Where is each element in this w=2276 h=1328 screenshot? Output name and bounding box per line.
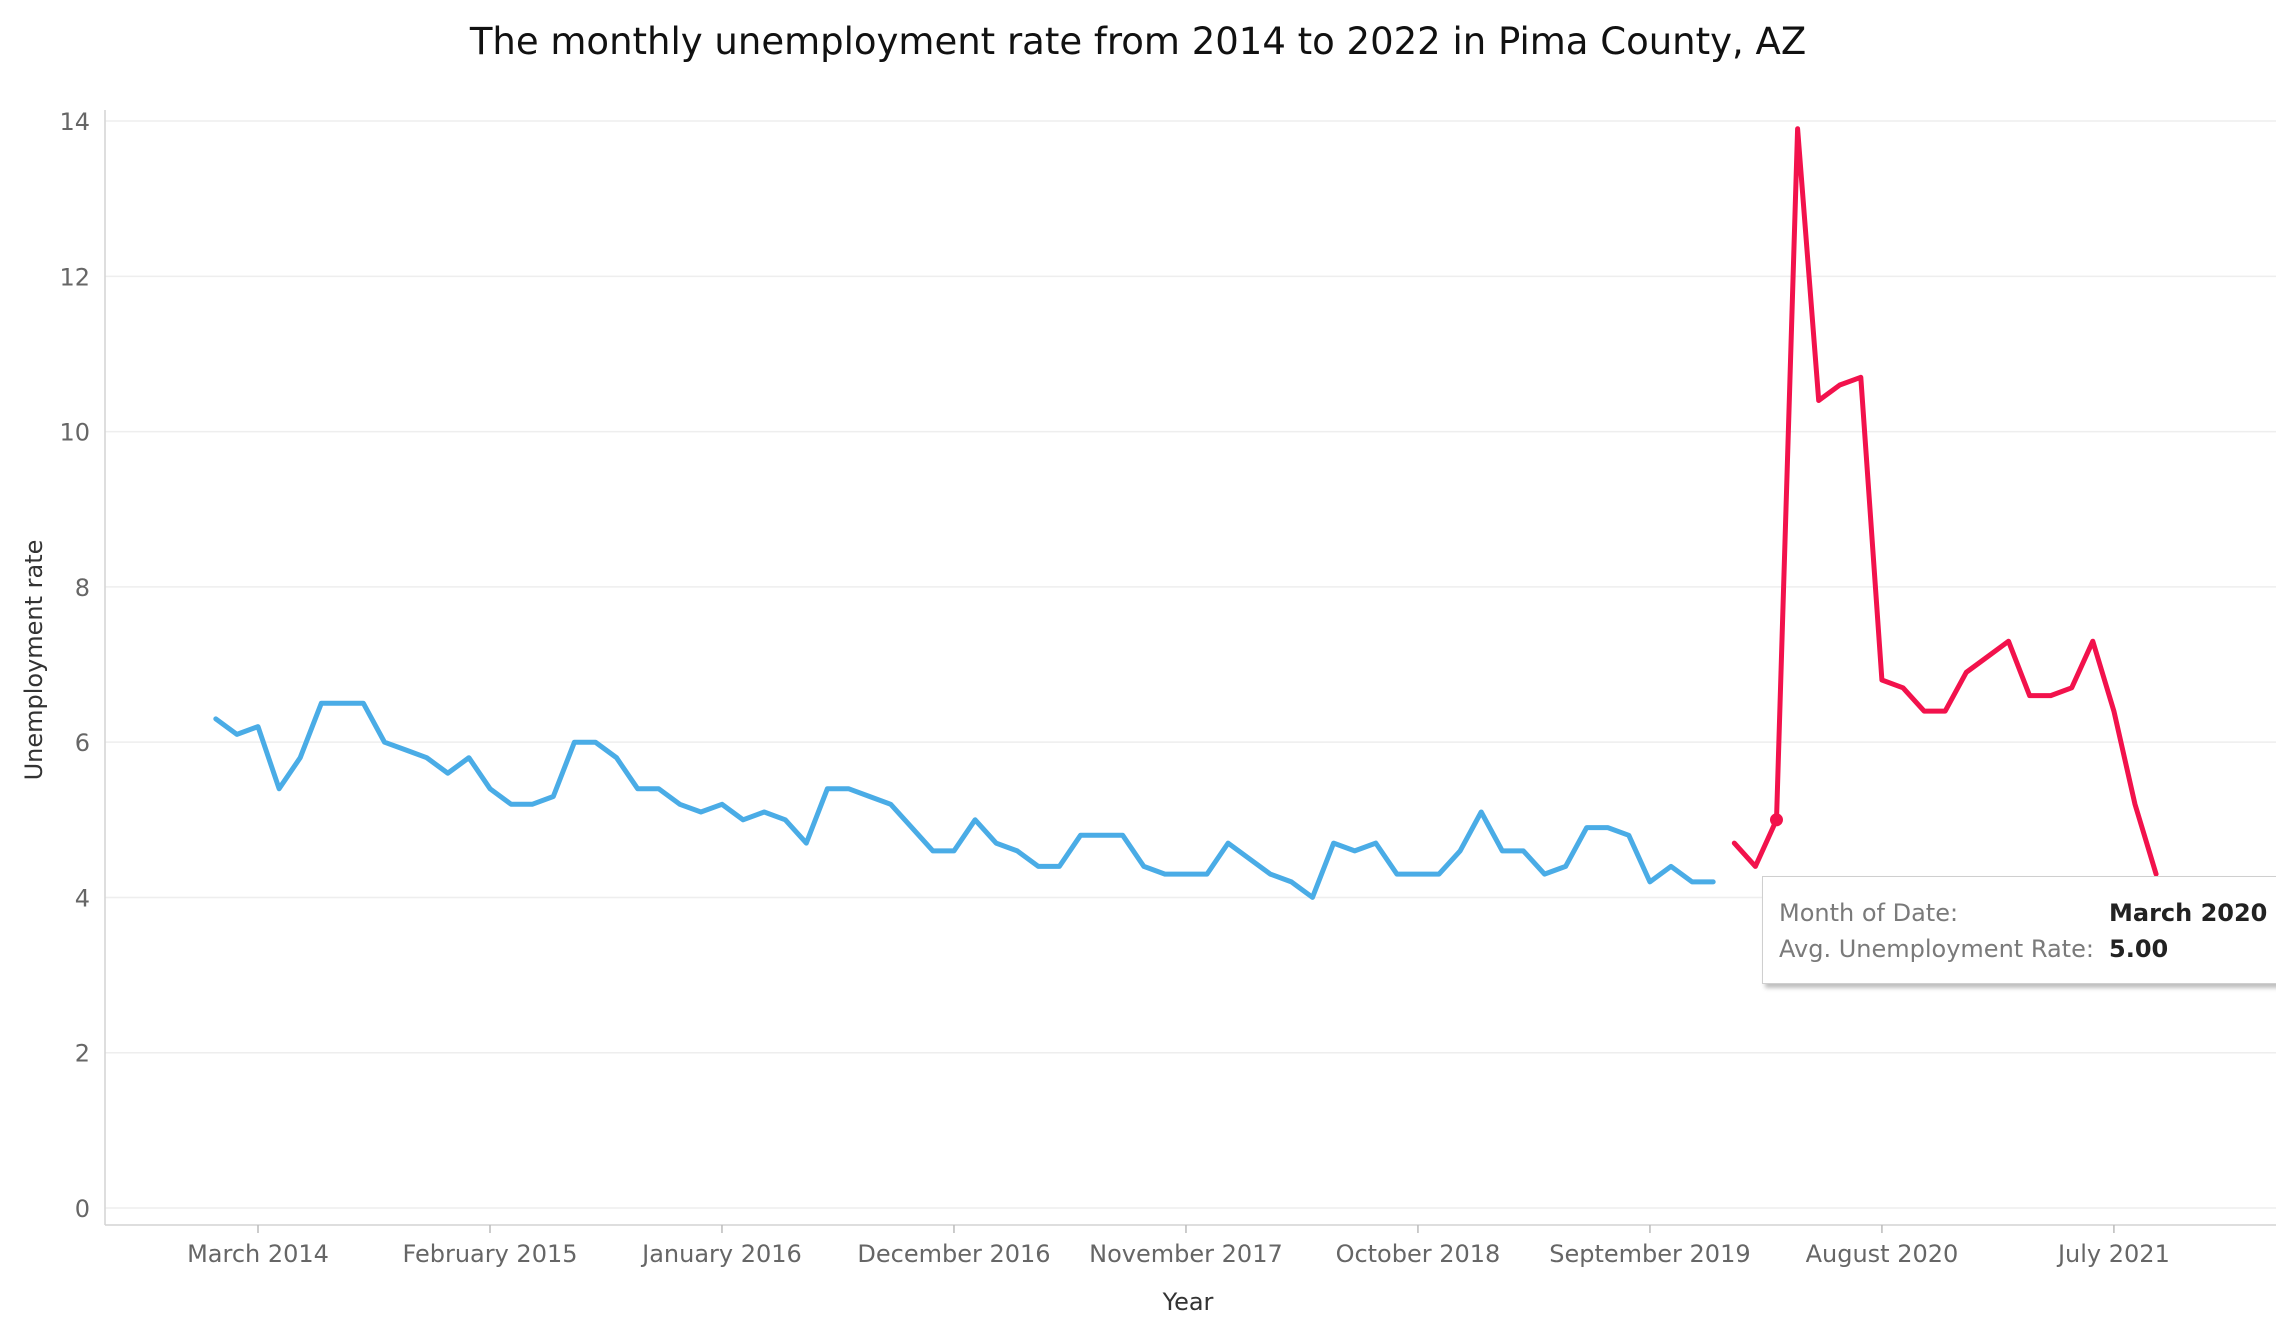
tooltip-month-label: Month of Date: <box>1779 899 1959 927</box>
y-tick-label-2: 2 <box>75 1040 90 1068</box>
y-tick-label-6: 6 <box>75 729 90 757</box>
x-tick-label-2: January 2016 <box>640 1240 802 1268</box>
x-tick-label-8: July 2021 <box>2056 1240 2170 1268</box>
x-tick-label-3: December 2016 <box>857 1240 1050 1268</box>
y-tick-label-12: 12 <box>59 263 90 291</box>
y-tick-label-0: 0 <box>75 1195 90 1223</box>
x-tick-label-0: March 2014 <box>187 1240 329 1268</box>
axes <box>104 110 2276 1233</box>
x-tick-label-7: August 2020 <box>1806 1240 1959 1268</box>
gridlines <box>105 120 2276 1209</box>
x-tick-label-4: November 2017 <box>1089 1240 1283 1268</box>
y-tick-labels: 0 2 4 6 8 10 12 14 <box>59 108 90 1223</box>
y-axis-title: Unemployment rate <box>20 540 48 781</box>
y-tick-label-14: 14 <box>59 108 90 136</box>
x-tick-label-6: September 2019 <box>1549 1240 1750 1268</box>
series-lines <box>213 126 2159 900</box>
tooltip-month-row: Month of Date: March 2020 <box>1779 899 2267 927</box>
y-tick-label-8: 8 <box>75 574 90 602</box>
x-axis-title: Year <box>1162 1288 1214 1316</box>
x-tick-labels: March 2014 February 2015 January 2016 Decem… <box>187 1240 2170 1268</box>
series-line-0 <box>213 700 1716 900</box>
highlight-point <box>1769 813 1783 827</box>
tooltip-month-value: March 2020 <box>2109 899 2268 927</box>
highlight-points <box>1769 813 1783 827</box>
series-line-1 <box>1731 126 2159 877</box>
y-tick-label-10: 10 <box>59 419 90 447</box>
x-tick-label-5: October 2018 <box>1336 1240 1501 1268</box>
y-tick-label-4: 4 <box>75 884 90 912</box>
tooltip-rate-value: 5.00 <box>2109 935 2169 963</box>
x-tick-label-1: February 2015 <box>402 1240 577 1268</box>
data-tooltip: Month of Date: March 2020 Avg. Unemploym… <box>1762 876 2276 984</box>
chart-title: The monthly unemployment rate from 2014 … <box>469 20 1806 63</box>
tooltip-rate-row: Avg. Unemployment Rate: 5.00 <box>1779 935 2168 963</box>
tooltip-rate-label: Avg. Unemployment Rate: <box>1779 935 2094 963</box>
